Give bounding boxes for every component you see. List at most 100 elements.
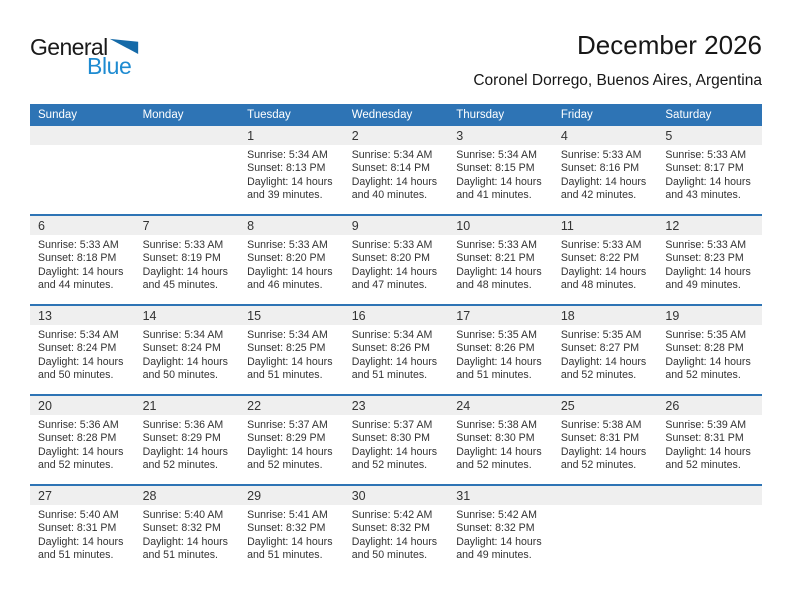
day-number	[30, 126, 135, 145]
weekday-header: Saturday	[657, 104, 762, 126]
day-number: 4	[552, 126, 658, 145]
day-info	[657, 505, 762, 509]
daylight-text: Daylight: 14 hours	[142, 445, 228, 458]
sunrise-text: Sunrise: 5:33 AM	[142, 239, 224, 251]
day-cell: 19 Sunrise: 5:35 AM Sunset: 8:28 PM Dayligh…	[657, 304, 762, 395]
day-cell: 27 Sunrise: 5:40 AM Sunset: 8:31 PM Dayligh…	[30, 484, 135, 574]
daylight-text: Daylight: 14 hours	[247, 175, 333, 188]
daylight-text-cont: and 52 minutes.	[560, 369, 637, 382]
sunset-text: Sunset: 8:29 PM	[142, 432, 221, 445]
daylight-text-cont: and 39 minutes.	[247, 189, 323, 202]
day-cell: 25 Sunrise: 5:38 AM Sunset: 8:31 PM Dayligh…	[552, 394, 658, 485]
day-cell: 23 Sunrise: 5:37 AM Sunset: 8:30 PM Dayligh…	[343, 394, 449, 485]
sunrise-text: Sunrise: 5:38 AM	[456, 419, 537, 431]
daylight-text: Daylight: 14 hours	[560, 445, 647, 458]
daylight-text-cont: and 52 minutes.	[560, 459, 637, 472]
daylight-text-cont: and 52 minutes.	[351, 459, 428, 472]
weekday-header: Friday	[552, 104, 658, 126]
sunset-text: Sunset: 8:19 PM	[142, 252, 221, 265]
sunrise-text: Sunrise: 5:34 AM	[456, 149, 537, 161]
daylight-text: Daylight: 14 hours	[456, 265, 542, 278]
daylight-text-cont: and 48 minutes.	[456, 279, 532, 292]
day-cell: 15 Sunrise: 5:34 AM Sunset: 8:25 PM Dayligh…	[239, 304, 344, 395]
day-number: 10	[448, 216, 553, 235]
day-cell: 16 Sunrise: 5:34 AM Sunset: 8:26 PM Dayligh…	[343, 304, 449, 395]
sunrise-text: Sunrise: 5:42 AM	[351, 509, 433, 521]
day-cell: 22 Sunrise: 5:37 AM Sunset: 8:29 PM Dayligh…	[239, 394, 344, 485]
sunset-text: Sunset: 8:21 PM	[456, 252, 535, 265]
day-cell: 31 Sunrise: 5:42 AM Sunset: 8:32 PM Dayligh…	[448, 484, 553, 574]
day-cell: 6 Sunrise: 5:33 AM Sunset: 8:18 PM Daylight…	[30, 214, 135, 305]
day-cell: 9 Sunrise: 5:33 AM Sunset: 8:20 PM Daylight…	[343, 214, 449, 305]
sunset-text: Sunset: 8:32 PM	[142, 522, 221, 535]
day-cell: 12 Sunrise: 5:33 AM Sunset: 8:23 PM Dayligh…	[657, 214, 762, 305]
day-cell: 18 Sunrise: 5:35 AM Sunset: 8:27 PM Dayligh…	[552, 304, 658, 395]
day-number: 3	[448, 126, 553, 145]
daylight-text-cont: and 44 minutes.	[38, 279, 114, 292]
daylight-text-cont: and 52 minutes.	[665, 369, 741, 382]
week-row: 13 Sunrise: 5:34 AM Sunset: 8:24 PM Dayligh…	[30, 304, 762, 395]
sunset-text: Sunset: 8:23 PM	[665, 252, 744, 265]
day-number: 14	[134, 306, 240, 325]
daylight-text-cont: and 42 minutes.	[560, 189, 637, 202]
day-number: 9	[343, 216, 449, 235]
day-info: Sunrise: 5:38 AM Sunset: 8:31 PM Daylight:…	[553, 415, 658, 473]
empty-day-cell	[657, 484, 762, 574]
day-number: 12	[657, 216, 762, 235]
weekday-header: Wednesday	[343, 104, 449, 126]
sunrise-text: Sunrise: 5:35 AM	[665, 329, 747, 341]
daylight-text-cont: and 40 minutes.	[351, 189, 428, 202]
daylight-text: Daylight: 14 hours	[142, 355, 228, 368]
week-row: 27 Sunrise: 5:40 AM Sunset: 8:31 PM Dayligh…	[30, 484, 762, 574]
day-cell: 24 Sunrise: 5:38 AM Sunset: 8:30 PM Dayligh…	[448, 394, 553, 485]
sunset-text: Sunset: 8:14 PM	[351, 162, 431, 175]
day-cell: 13 Sunrise: 5:34 AM Sunset: 8:24 PM Dayligh…	[30, 304, 135, 395]
day-cell: 10 Sunrise: 5:33 AM Sunset: 8:21 PM Dayligh…	[448, 214, 553, 305]
day-cell: 20 Sunrise: 5:36 AM Sunset: 8:28 PM Dayligh…	[30, 394, 135, 485]
day-number: 25	[552, 396, 658, 415]
day-number: 20	[30, 396, 135, 415]
day-info: Sunrise: 5:39 AM Sunset: 8:31 PM Daylight:…	[657, 415, 762, 473]
daylight-text-cont: and 51 minutes.	[351, 369, 428, 382]
daylight-text: Daylight: 14 hours	[665, 445, 751, 458]
daylight-text-cont: and 47 minutes.	[351, 279, 428, 292]
daylight-text: Daylight: 14 hours	[456, 445, 542, 458]
sunset-text: Sunset: 8:31 PM	[560, 432, 640, 445]
day-cell: 11 Sunrise: 5:33 AM Sunset: 8:22 PM Dayligh…	[552, 214, 658, 305]
day-info: Sunrise: 5:33 AM Sunset: 8:20 PM Daylight:…	[239, 235, 344, 293]
day-number: 2	[343, 126, 449, 145]
sunset-text: Sunset: 8:32 PM	[456, 522, 535, 535]
sunset-text: Sunset: 8:18 PM	[38, 252, 117, 265]
sunrise-text: Sunrise: 5:36 AM	[38, 419, 119, 431]
day-info: Sunrise: 5:33 AM Sunset: 8:16 PM Daylight:…	[553, 145, 658, 203]
daylight-text: Daylight: 14 hours	[142, 535, 228, 548]
daylight-text: Daylight: 14 hours	[665, 355, 751, 368]
day-info: Sunrise: 5:34 AM Sunset: 8:14 PM Daylight:…	[344, 145, 449, 203]
day-info: Sunrise: 5:33 AM Sunset: 8:20 PM Daylight:…	[344, 235, 449, 293]
sunrise-text: Sunrise: 5:33 AM	[560, 239, 642, 251]
daylight-text-cont: and 52 minutes.	[142, 459, 218, 472]
daylight-text: Daylight: 14 hours	[247, 445, 333, 458]
sunrise-text: Sunrise: 5:37 AM	[247, 419, 328, 431]
page-title: December 2026	[577, 30, 762, 60]
title-block: December 2026 Coronel Dorrego, Buenos Ai…	[473, 30, 762, 90]
day-number: 27	[30, 486, 135, 505]
daylight-text: Daylight: 14 hours	[351, 175, 438, 188]
sunrise-text: Sunrise: 5:36 AM	[142, 419, 224, 431]
daylight-text: Daylight: 14 hours	[456, 355, 542, 368]
weekday-header: Tuesday	[239, 104, 344, 126]
sunset-text: Sunset: 8:26 PM	[456, 342, 535, 355]
day-cell: 29 Sunrise: 5:41 AM Sunset: 8:32 PM Dayligh…	[239, 484, 344, 574]
sunrise-text: Sunrise: 5:34 AM	[351, 329, 433, 341]
sunset-text: Sunset: 8:24 PM	[142, 342, 221, 355]
daylight-text: Daylight: 14 hours	[665, 175, 751, 188]
daylight-text: Daylight: 14 hours	[38, 535, 124, 548]
calendar-body: 1 Sunrise: 5:34 AM Sunset: 8:13 PM Daylight…	[30, 126, 762, 574]
day-info: Sunrise: 5:33 AM Sunset: 8:21 PM Daylight:…	[448, 235, 553, 293]
day-number: 29	[239, 486, 344, 505]
daylight-text-cont: and 52 minutes.	[38, 459, 114, 472]
daylight-text: Daylight: 14 hours	[560, 355, 647, 368]
day-info: Sunrise: 5:33 AM Sunset: 8:17 PM Daylight:…	[657, 145, 762, 203]
sunset-text: Sunset: 8:20 PM	[351, 252, 431, 265]
